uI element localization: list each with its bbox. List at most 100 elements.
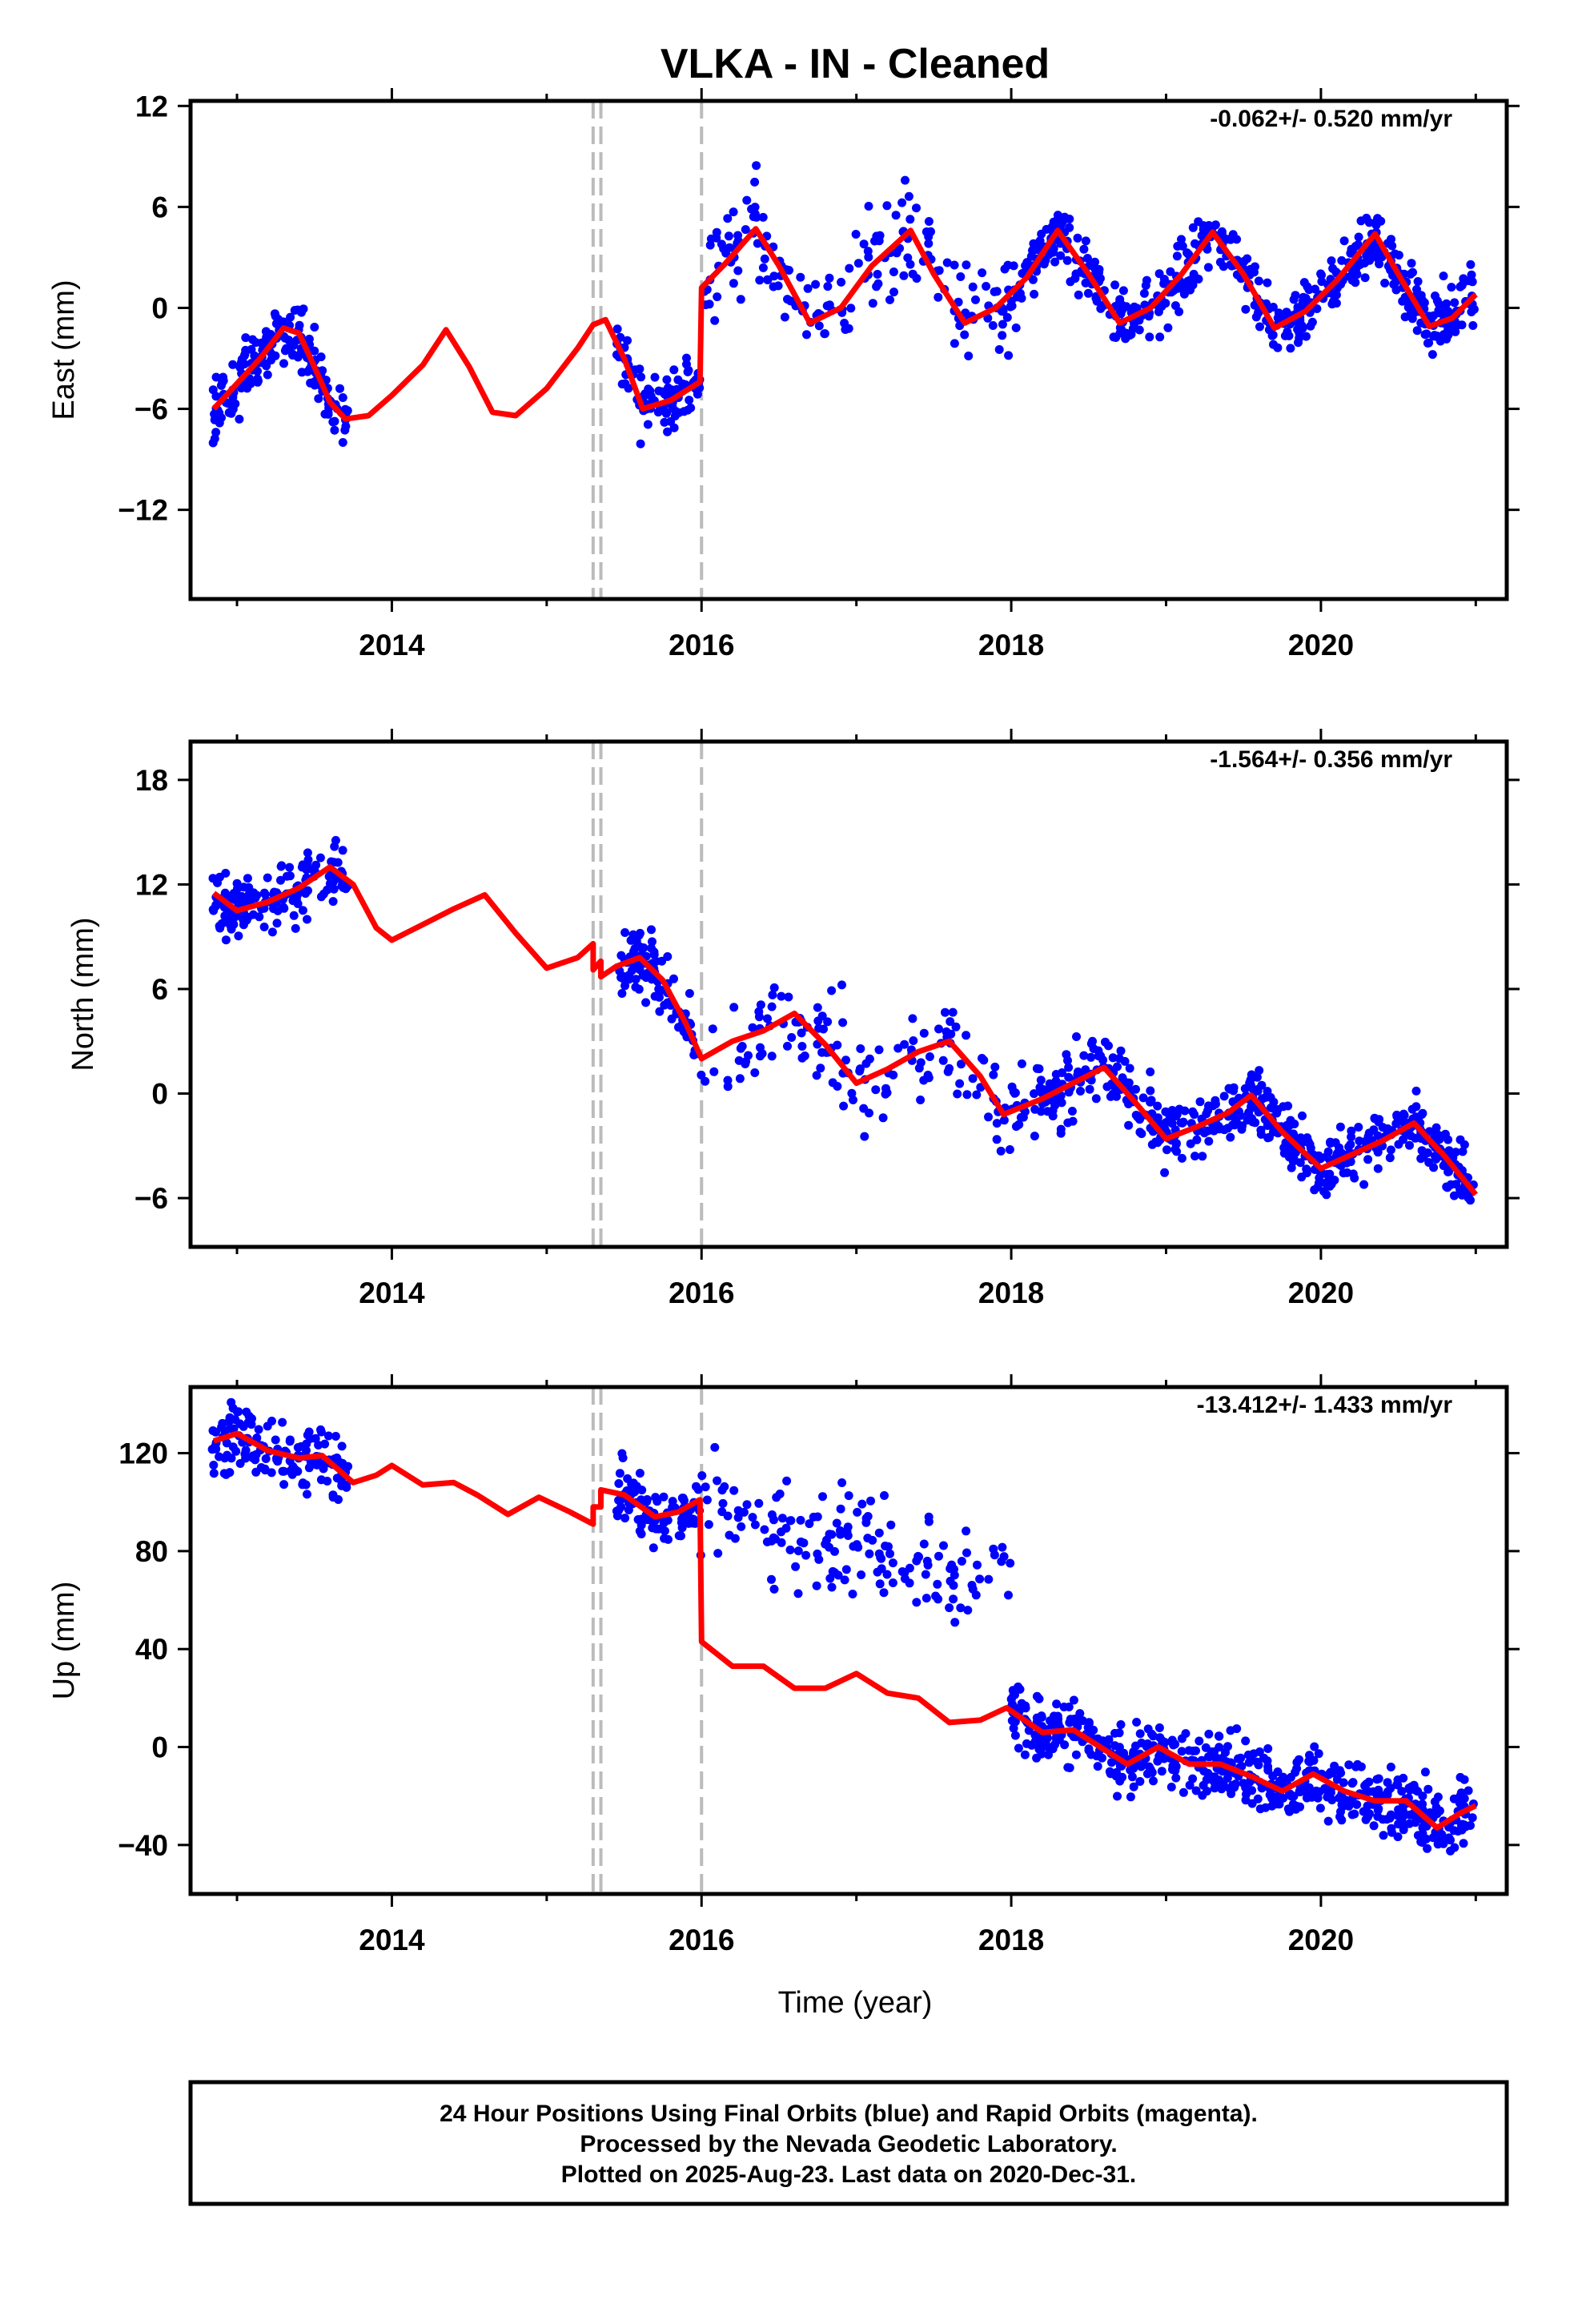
data-point	[709, 1067, 719, 1076]
data-point	[1420, 1767, 1430, 1777]
data-point	[1344, 1760, 1354, 1770]
data-point	[331, 1432, 340, 1441]
data-point	[1113, 1791, 1122, 1801]
data-point	[1386, 1810, 1395, 1819]
data-point	[1449, 1191, 1459, 1200]
data-point	[1386, 1763, 1395, 1771]
data-point	[797, 1042, 807, 1051]
data-point	[1102, 1082, 1112, 1092]
data-point	[1467, 270, 1476, 279]
data-point	[1332, 1775, 1342, 1784]
data-point	[1339, 1168, 1348, 1178]
data-point	[733, 266, 743, 275]
data-point	[833, 1040, 842, 1050]
data-point	[1443, 1183, 1452, 1192]
data-point	[1352, 1799, 1362, 1809]
data-point	[1363, 1155, 1373, 1164]
data-point	[679, 407, 689, 416]
data-point	[614, 1479, 624, 1488]
data-point	[241, 333, 251, 343]
data-point	[1085, 1084, 1094, 1094]
data-point	[1468, 321, 1478, 330]
y-tick-label: 12	[135, 868, 168, 901]
data-point	[636, 439, 645, 448]
data-point	[1149, 1776, 1158, 1786]
data-point	[1051, 1715, 1061, 1725]
data-point	[1094, 1051, 1103, 1061]
data-point	[825, 273, 834, 283]
data-point	[768, 990, 777, 999]
data-point	[1076, 1087, 1085, 1096]
data-point	[677, 1523, 687, 1533]
data-point	[873, 279, 883, 288]
data-point	[733, 231, 743, 240]
data-point	[659, 1492, 669, 1502]
data-point	[1299, 278, 1309, 287]
data-point	[1261, 1092, 1271, 1102]
data-point	[1256, 1125, 1266, 1135]
data-point	[1444, 1833, 1454, 1843]
data-point	[289, 911, 299, 920]
data-point	[1432, 1809, 1442, 1819]
data-point	[647, 925, 656, 935]
data-point	[1263, 1133, 1273, 1143]
data-point	[211, 1444, 221, 1454]
data-point	[616, 1502, 626, 1512]
data-point	[957, 1059, 966, 1069]
data-point	[998, 320, 1007, 329]
data-point	[1090, 257, 1099, 267]
data-point	[211, 392, 221, 401]
data-point	[1172, 1110, 1182, 1120]
data-point	[712, 227, 721, 237]
data-point	[216, 380, 226, 390]
data-point	[661, 408, 671, 418]
data-point	[874, 1045, 884, 1055]
data-point	[1443, 307, 1453, 316]
data-point	[1413, 277, 1423, 286]
data-point	[267, 927, 277, 937]
data-point	[982, 282, 991, 291]
data-point	[1290, 1120, 1299, 1128]
data-point	[1383, 239, 1392, 248]
data-point	[1118, 1073, 1127, 1083]
data-point	[865, 1549, 874, 1558]
data-point	[1223, 1124, 1233, 1133]
data-point	[1030, 1132, 1039, 1141]
data-point	[811, 279, 821, 289]
data-point	[868, 299, 877, 308]
data-point	[1126, 1765, 1135, 1775]
data-point	[316, 1425, 325, 1434]
data-point	[1217, 1783, 1227, 1793]
data-point	[1323, 1816, 1333, 1826]
data-point	[1049, 217, 1058, 227]
data-point	[1226, 1726, 1235, 1735]
data-point	[1039, 259, 1049, 269]
data-point	[693, 389, 702, 399]
data-point	[914, 1063, 924, 1073]
data-point	[999, 1116, 1009, 1125]
data-point	[1108, 1053, 1118, 1063]
data-point	[1108, 1089, 1118, 1099]
data-point	[975, 1574, 985, 1584]
data-point	[1328, 1768, 1338, 1778]
data-point	[750, 203, 760, 212]
data-point	[733, 1506, 743, 1515]
data-point	[777, 991, 786, 1001]
data-point	[875, 1579, 885, 1589]
data-point	[1263, 1756, 1272, 1766]
data-point	[777, 1538, 786, 1547]
data-point	[1050, 257, 1060, 267]
data-point	[612, 324, 622, 334]
data-point	[1198, 1152, 1207, 1161]
data-point	[942, 258, 952, 267]
data-point	[269, 904, 278, 914]
data-point	[1160, 1168, 1170, 1177]
data-point	[241, 1454, 251, 1463]
data-point	[1177, 1747, 1186, 1756]
data-point	[1305, 1751, 1314, 1760]
data-point	[239, 883, 248, 892]
data-point	[285, 1435, 295, 1445]
data-point	[1370, 1113, 1379, 1123]
data-point	[638, 971, 648, 980]
data-point	[1364, 218, 1374, 227]
